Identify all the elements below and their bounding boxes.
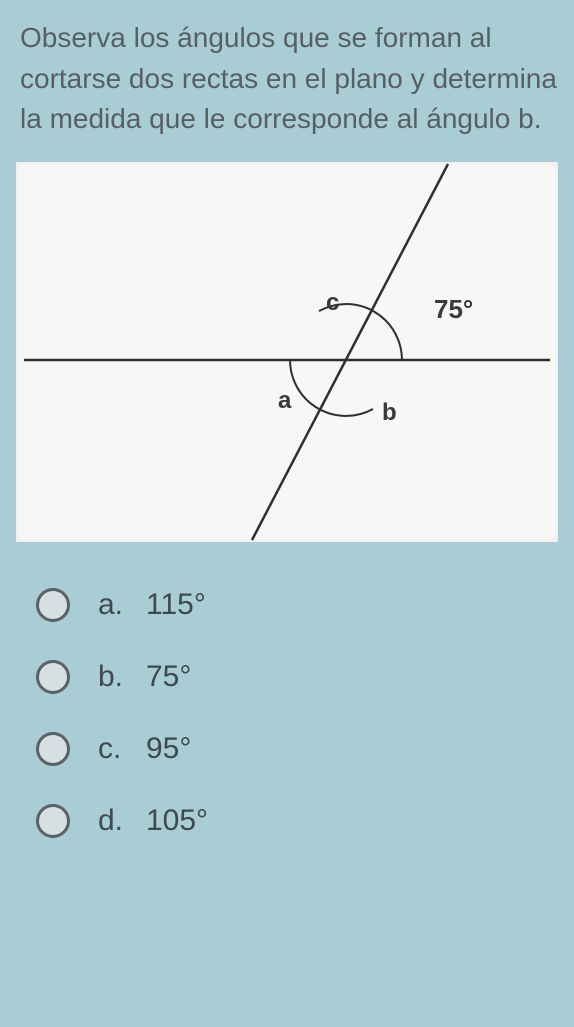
- radio-icon[interactable]: [36, 660, 70, 694]
- label-b: b: [382, 399, 397, 426]
- diagram-svg: c 75° a b: [16, 162, 558, 542]
- option-value: 115°: [146, 588, 206, 622]
- radio-icon[interactable]: [36, 804, 70, 838]
- option-value: 105°: [146, 804, 208, 838]
- option-letter: c.: [98, 732, 146, 766]
- option-b[interactable]: b. 75°: [36, 660, 574, 694]
- option-value: 75°: [146, 660, 191, 694]
- label-a: a: [278, 387, 292, 414]
- label-75: 75°: [434, 294, 473, 324]
- radio-icon[interactable]: [36, 732, 70, 766]
- diagonal-line: [252, 164, 448, 540]
- option-letter: b.: [98, 660, 146, 694]
- option-c[interactable]: c. 95°: [36, 732, 574, 766]
- angle-diagram: c 75° a b: [16, 162, 558, 542]
- label-c: c: [326, 289, 339, 316]
- question-prompt: Observa los ángulos que se forman al cor…: [0, 0, 574, 162]
- option-a[interactable]: a. 115°: [36, 588, 574, 622]
- option-d[interactable]: d. 105°: [36, 804, 574, 838]
- options-list: a. 115° b. 75° c. 95° d. 105°: [0, 542, 574, 838]
- option-value: 95°: [146, 732, 191, 766]
- radio-icon[interactable]: [36, 588, 70, 622]
- option-letter: d.: [98, 804, 146, 838]
- option-letter: a.: [98, 588, 146, 622]
